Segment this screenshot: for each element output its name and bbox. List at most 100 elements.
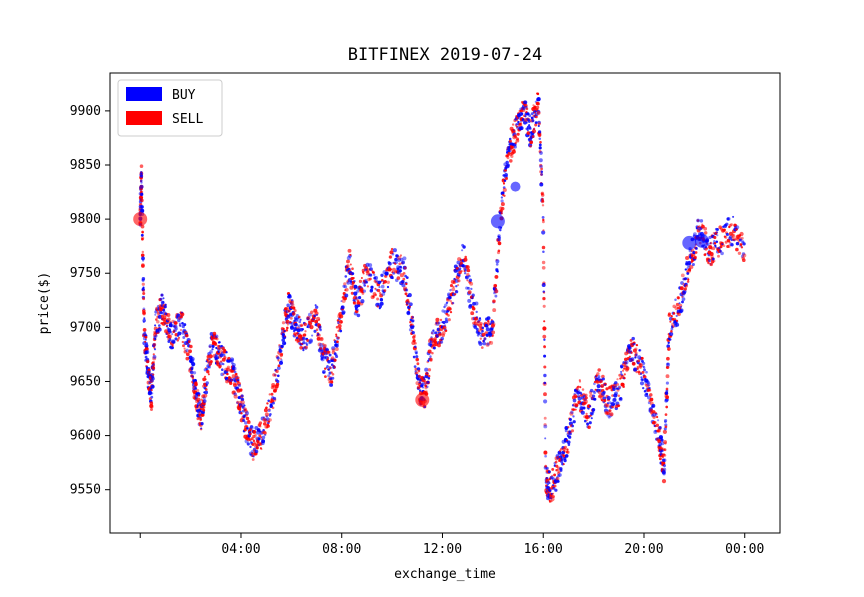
- trade-point-buy: [463, 271, 467, 275]
- trade-point-buy: [283, 342, 287, 345]
- trade-point-sell: [207, 373, 210, 376]
- trade-point-sell: [146, 360, 150, 364]
- trade-point-sell: [556, 455, 560, 459]
- trade-point-sell: [155, 318, 158, 321]
- trade-point-buy: [246, 442, 250, 446]
- trade-point-buy: [154, 334, 158, 338]
- trade-point-sell: [215, 337, 219, 341]
- trade-point-sell: [408, 308, 411, 311]
- trade-point-buy: [538, 146, 542, 150]
- trade-point-buy: [174, 337, 178, 341]
- trade-point-sell: [335, 325, 339, 329]
- trade-point-buy: [379, 301, 384, 306]
- trade-point-sell: [543, 450, 548, 455]
- trade-point-sell: [500, 202, 505, 207]
- trade-point-buy: [556, 479, 560, 483]
- trade-point-buy: [399, 257, 404, 262]
- trade-point-sell: [347, 248, 352, 253]
- trade-point-buy: [266, 417, 270, 421]
- trade-point-sell: [320, 347, 323, 350]
- trade-point-buy: [140, 205, 144, 209]
- trade-point-sell: [376, 288, 381, 293]
- trade-point-sell: [239, 388, 243, 392]
- trade-point-sell: [665, 387, 669, 391]
- trade-point-buy: [612, 403, 615, 406]
- trade-point-sell: [372, 271, 375, 274]
- trade-point-sell: [203, 393, 208, 398]
- trade-point-sell: [360, 276, 363, 280]
- trade-point-buy: [538, 137, 542, 140]
- trade-point-sell: [595, 380, 600, 384]
- trade-point-sell: [197, 394, 201, 397]
- trade-point-buy: [237, 383, 242, 388]
- trade-point-buy: [663, 418, 668, 423]
- highlight-trade-sell: [415, 392, 430, 407]
- trade-point-buy: [544, 437, 547, 440]
- trade-point-buy: [305, 343, 309, 347]
- trade-point-buy: [143, 331, 147, 334]
- trade-point-sell: [245, 425, 249, 428]
- trade-point-buy: [406, 311, 411, 316]
- trade-point-sell: [390, 247, 394, 251]
- trade-point-buy: [369, 273, 373, 277]
- trade-point-buy: [229, 357, 235, 362]
- trade-point-buy: [139, 184, 144, 189]
- trade-point-sell: [323, 343, 327, 348]
- trade-point-sell: [553, 473, 557, 477]
- trade-point-sell: [142, 289, 145, 293]
- trade-point-buy: [541, 215, 545, 219]
- trade-point-buy: [741, 252, 746, 256]
- trade-point-buy: [179, 324, 182, 328]
- trade-point-sell: [430, 337, 434, 342]
- trade-point-sell: [672, 304, 676, 309]
- trade-point-sell: [689, 264, 694, 270]
- trade-point-sell: [399, 254, 403, 257]
- trade-point-sell: [500, 212, 503, 215]
- trade-point-buy: [140, 179, 143, 183]
- trade-point-buy: [633, 342, 636, 346]
- trade-point-buy: [726, 217, 731, 221]
- trade-point-buy: [168, 338, 172, 342]
- trade-point-sell: [608, 409, 612, 413]
- trade-point-buy: [634, 353, 638, 357]
- trade-point-buy: [475, 327, 479, 331]
- trade-point-sell: [281, 321, 286, 325]
- trade-point-buy: [614, 385, 617, 388]
- trade-point-sell: [492, 299, 496, 304]
- trade-point-sell: [600, 384, 605, 388]
- trade-point-sell: [429, 357, 433, 362]
- trade-point-buy: [200, 427, 203, 430]
- trade-point-sell: [294, 334, 297, 337]
- trade-point-sell: [616, 383, 620, 386]
- trade-point-sell: [554, 460, 558, 464]
- trade-point-sell: [520, 122, 523, 125]
- trade-point-sell: [473, 321, 478, 326]
- trade-point-sell: [203, 375, 207, 378]
- trade-point-buy: [572, 415, 575, 418]
- trade-point-buy: [243, 404, 246, 407]
- trade-point-buy: [396, 257, 402, 262]
- trade-point-sell: [171, 344, 174, 347]
- trade-point-sell: [732, 234, 736, 238]
- trade-point-buy: [613, 397, 617, 402]
- trade-point-sell: [491, 334, 494, 338]
- trade-point-sell: [148, 368, 151, 371]
- trade-point-sell: [577, 385, 580, 388]
- trade-point-buy: [357, 304, 361, 307]
- trade-point-buy: [566, 440, 571, 445]
- trade-point-sell: [585, 412, 588, 416]
- trade-point-sell: [372, 295, 376, 298]
- trade-point-sell: [349, 253, 352, 256]
- trade-point-buy: [546, 466, 549, 470]
- trade-point-sell: [358, 279, 363, 284]
- trade-point-buy: [665, 389, 669, 393]
- trade-point-buy: [505, 160, 509, 165]
- trade-point-buy: [471, 297, 474, 300]
- trade-point-buy: [353, 291, 358, 296]
- trade-point-sell: [717, 254, 720, 258]
- y-axis-label: price($): [37, 272, 52, 335]
- trade-point-buy: [140, 233, 144, 237]
- trade-point-sell: [632, 348, 637, 353]
- trade-point-buy: [588, 421, 592, 425]
- trade-point-sell: [685, 255, 690, 261]
